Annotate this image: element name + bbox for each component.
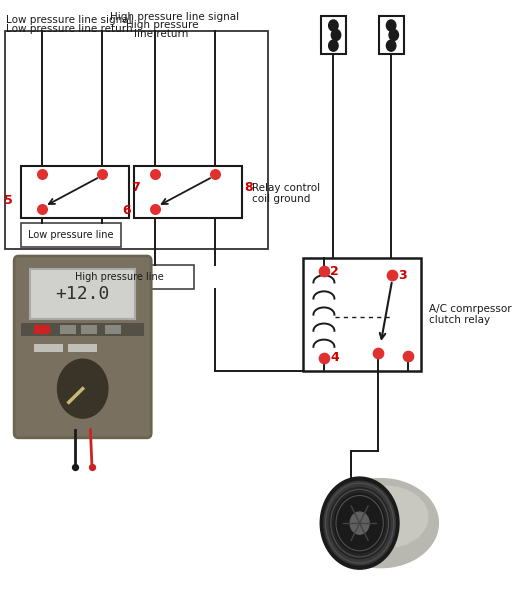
Circle shape bbox=[350, 512, 369, 534]
Ellipse shape bbox=[344, 486, 428, 548]
Point bbox=[320, 353, 328, 363]
Text: 6: 6 bbox=[122, 204, 131, 217]
Text: A/C comrpessor
clutch relay: A/C comrpessor clutch relay bbox=[429, 304, 511, 325]
Text: 8: 8 bbox=[244, 181, 253, 194]
Bar bbox=[134, 166, 242, 218]
Circle shape bbox=[386, 20, 396, 31]
Point bbox=[88, 462, 96, 472]
Text: High pressure: High pressure bbox=[126, 20, 198, 30]
Bar bbox=[34, 344, 63, 352]
Bar bbox=[68, 344, 97, 352]
Circle shape bbox=[58, 359, 108, 418]
Text: High pressure line: High pressure line bbox=[75, 272, 164, 282]
Circle shape bbox=[329, 40, 338, 51]
Text: Low pressure line signal: Low pressure line signal bbox=[6, 15, 132, 25]
Circle shape bbox=[320, 477, 399, 569]
Bar bbox=[60, 325, 76, 334]
Point bbox=[320, 266, 328, 276]
Point bbox=[98, 169, 107, 179]
Point bbox=[374, 348, 382, 358]
Circle shape bbox=[329, 488, 390, 559]
Point bbox=[404, 351, 412, 361]
Text: 1: 1 bbox=[332, 512, 341, 526]
Text: 7: 7 bbox=[131, 181, 140, 194]
Text: Low pressure line return: Low pressure line return bbox=[6, 24, 133, 34]
FancyBboxPatch shape bbox=[14, 256, 151, 438]
Circle shape bbox=[329, 20, 338, 31]
Circle shape bbox=[334, 494, 385, 553]
Bar bbox=[105, 325, 121, 334]
Bar bbox=[45, 265, 194, 289]
Text: High pressure line signal: High pressure line signal bbox=[110, 12, 239, 21]
Text: Low pressure line: Low pressure line bbox=[28, 230, 113, 240]
Circle shape bbox=[389, 29, 398, 41]
Point bbox=[388, 270, 396, 280]
Text: +12.0: +12.0 bbox=[56, 285, 110, 303]
Bar bbox=[30, 269, 135, 319]
Point bbox=[71, 462, 79, 472]
Point bbox=[38, 204, 46, 214]
Circle shape bbox=[331, 29, 341, 41]
Bar bbox=[303, 258, 421, 371]
Text: Relay control
coil ground: Relay control coil ground bbox=[252, 182, 320, 204]
Point bbox=[211, 169, 219, 179]
Text: 2: 2 bbox=[330, 265, 339, 278]
Text: line return: line return bbox=[134, 29, 188, 39]
Circle shape bbox=[386, 40, 396, 51]
Bar bbox=[5, 31, 268, 249]
Bar bbox=[21, 223, 121, 247]
Text: 3: 3 bbox=[398, 268, 407, 282]
Bar bbox=[34, 325, 50, 334]
Circle shape bbox=[324, 481, 395, 565]
Text: 4: 4 bbox=[330, 351, 339, 365]
Bar bbox=[321, 16, 346, 54]
Ellipse shape bbox=[323, 479, 438, 567]
Bar bbox=[379, 16, 404, 54]
Point bbox=[38, 169, 46, 179]
Bar bbox=[81, 325, 97, 334]
Text: 5: 5 bbox=[4, 194, 13, 208]
Bar bbox=[21, 323, 144, 336]
Point bbox=[151, 204, 159, 214]
Bar bbox=[21, 166, 129, 218]
Point bbox=[151, 169, 159, 179]
